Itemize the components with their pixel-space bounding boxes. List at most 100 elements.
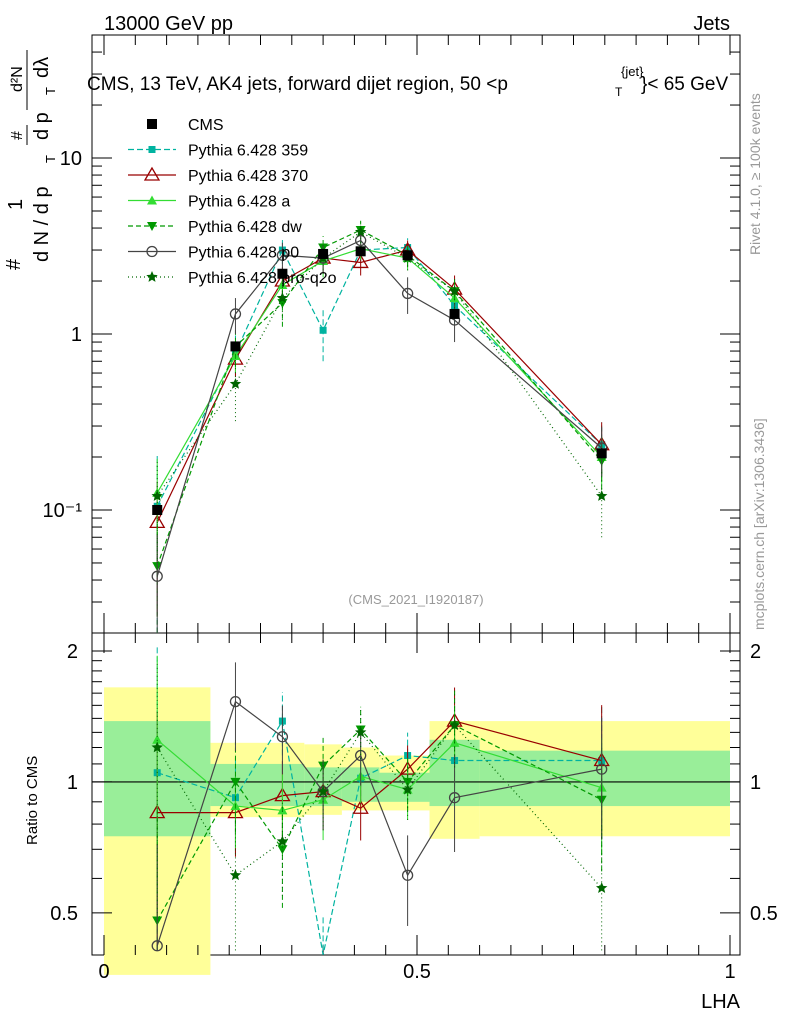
ratio-y-tick-label: 0.5 (50, 903, 78, 925)
mcplots-label: mcplots.cern.ch [arXiv:1306.3436] (751, 418, 767, 630)
cms-data-point (402, 250, 413, 261)
data-point (229, 308, 242, 320)
cms-data-main (152, 246, 607, 515)
ratio-y-label: Ratio to CMS (24, 756, 41, 845)
x-tick-label: 1 (724, 961, 735, 983)
ratio-bands (92, 687, 740, 975)
legend-label: Pythia 6.428 dw (188, 219, 302, 236)
svg-text:}< 65 GeV: }< 65 GeV (641, 74, 728, 95)
legend-label: Pythia 6.428 359 (188, 143, 308, 160)
ratio-y-tick-label: 2 (67, 641, 78, 663)
y-tick-label: 10⁻¹ (43, 500, 83, 522)
series-line (156, 239, 603, 577)
cms-data-point (230, 341, 241, 352)
x-tick-label: 0 (98, 961, 109, 983)
svg-text:d N / d p: d N / d p (31, 186, 53, 262)
data-point (276, 292, 289, 303)
ratio-point (317, 785, 329, 797)
ratio-point (229, 695, 242, 708)
data-point (151, 490, 163, 501)
ratio-point (152, 734, 163, 744)
plot-title: CMS, 13 TeV, AK4 jets, forward dijet reg… (87, 64, 728, 99)
legend-marker (146, 245, 158, 258)
ratio-y-tick-label: 2 (750, 641, 761, 663)
ratio-point (352, 799, 369, 814)
legend-marker (148, 146, 156, 153)
energy-label: 13000 GeV pp (104, 13, 233, 35)
svg-text:#: # (9, 131, 26, 140)
data-point (352, 254, 369, 269)
y-tick-label: 1 (71, 324, 82, 346)
ratio-y-tick-label: 1 (67, 772, 78, 794)
series-line (156, 248, 603, 494)
legend-label: Pythia 6.428 a (188, 194, 290, 211)
ratio-point (151, 940, 163, 952)
data-point (355, 226, 367, 237)
ratio-line (156, 724, 602, 921)
cms-data-point (152, 504, 163, 515)
ratio-frame (91, 632, 741, 956)
ratio-line (157, 719, 602, 955)
ratio-point (401, 783, 414, 795)
cms-data-point (277, 268, 288, 279)
svg-text:T: T (43, 87, 58, 95)
ratio-point (596, 763, 608, 775)
ratio-point (276, 835, 289, 847)
data-point (401, 287, 414, 300)
cms-data-point (355, 246, 366, 257)
cms-data-point (318, 248, 329, 259)
data-point (229, 378, 242, 389)
ratio-point (401, 869, 414, 881)
svg-text:d²N: d²N (9, 66, 26, 92)
data-point (319, 326, 327, 334)
cms-data-point (449, 308, 460, 319)
ratio-point (402, 777, 413, 787)
legend-label: Pythia 6.428 370 (188, 168, 308, 185)
legend-label: Pythia 6.428 p0 (188, 245, 299, 262)
ratio-y-tick-label: 1 (750, 772, 761, 794)
ratio-point (229, 869, 242, 881)
axes: 10⁻¹ 1 10 0.5 0.5 1 1 2 2 0 0.5 1 (43, 34, 778, 983)
legend-marker (146, 271, 158, 282)
legend-label: CMS (188, 117, 224, 134)
legend-marker (147, 119, 157, 129)
data-point (276, 249, 289, 261)
x-axis-label: LHA (701, 991, 741, 1013)
legend-marker (143, 166, 161, 181)
ratio-point (151, 741, 163, 753)
ratio-point (276, 731, 289, 743)
x-tick-label: 0.5 (403, 961, 431, 983)
svg-text:d p: d p (31, 112, 53, 140)
series-ratio (149, 646, 610, 955)
series-line (156, 246, 603, 507)
series-line (156, 249, 603, 523)
series-line (156, 229, 603, 567)
data-point (277, 279, 288, 289)
ratio-point (448, 719, 461, 731)
svg-text:CMS, 13 TeV, AK4 jets, forward: CMS, 13 TeV, AK4 jets, forward dijet reg… (87, 74, 508, 95)
legend-label: Pythia 6.428 pro-q2o (188, 270, 337, 287)
svg-text:T: T (43, 155, 58, 163)
data-point (448, 285, 461, 297)
svg-text:{jet}: {jet} (621, 64, 644, 79)
legend-marker (147, 195, 157, 205)
ratio-point (355, 726, 367, 738)
svg-text:1: 1 (5, 199, 27, 210)
ratio-point (448, 792, 461, 804)
svg-text:dλ: dλ (31, 57, 53, 78)
jets-label: Jets (693, 13, 730, 35)
data-point (355, 234, 367, 247)
y-tick-label: 10 (60, 148, 82, 170)
ratio-point (596, 882, 608, 893)
svg-text:#: # (3, 258, 25, 270)
rivet-label: Rivet 4.1.0, ≥ 100k events (747, 93, 763, 255)
ratio-point (230, 777, 241, 787)
data-point (151, 570, 163, 582)
y-axis-label: # d N / d p T 1 # d p T d²N dλ (3, 57, 58, 270)
analysis-id: (CMS_2021_I1920187) (348, 592, 483, 607)
uncertainty-band-inner (379, 772, 430, 802)
ratio-y-tick-label: 0.5 (750, 903, 778, 925)
legend-marker (147, 222, 157, 231)
ratio-point (277, 845, 288, 855)
